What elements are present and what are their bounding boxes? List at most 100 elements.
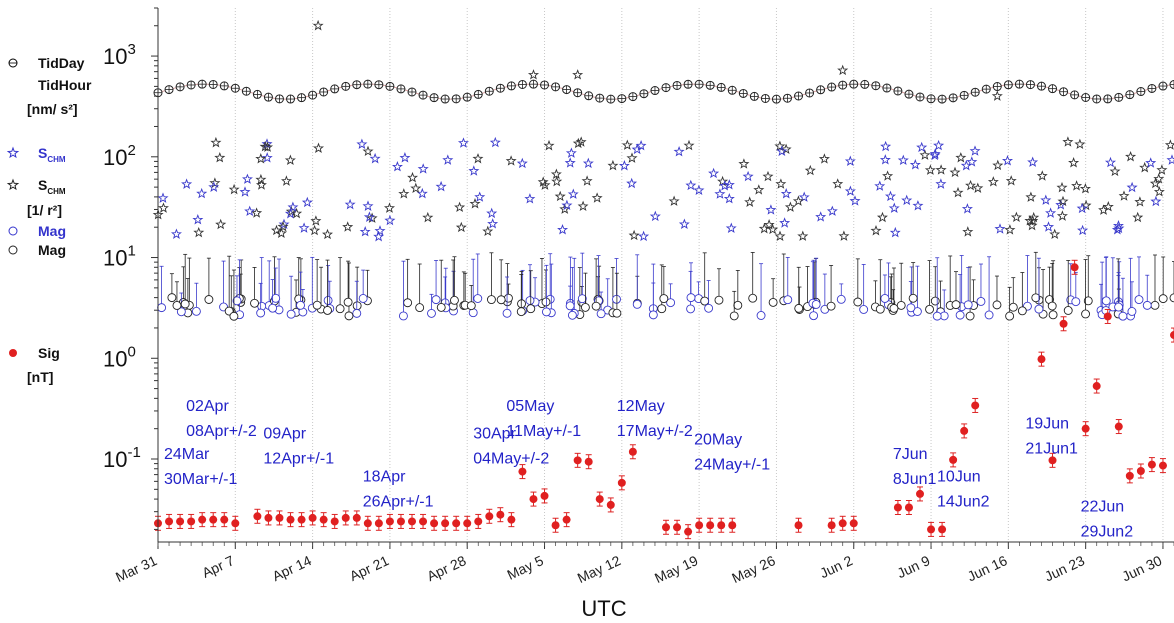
s-chm-point xyxy=(683,139,695,151)
sig-marker xyxy=(231,519,240,528)
s-chm-point xyxy=(909,158,921,170)
s-chm-point xyxy=(577,200,589,212)
tidday-point xyxy=(816,85,826,95)
s-chm-point xyxy=(416,187,428,199)
sig-marker xyxy=(1125,471,1134,480)
sig-point xyxy=(452,515,461,531)
sig-marker xyxy=(374,519,383,528)
mag-point xyxy=(748,293,758,303)
sig-point xyxy=(1048,452,1057,468)
mag-point xyxy=(256,308,266,318)
legend-marker-open-circle xyxy=(8,226,18,236)
sig-marker xyxy=(507,515,516,524)
annotation-text: 7Jun xyxy=(893,446,928,463)
s-chm-point xyxy=(489,136,501,148)
sig-point xyxy=(971,397,980,413)
sig-point xyxy=(1158,458,1167,474)
s-chm-point xyxy=(774,230,786,242)
sig-marker xyxy=(1103,312,1112,321)
tidday-point xyxy=(981,84,991,94)
tidday-point xyxy=(827,82,837,92)
y-tick-label: 100 xyxy=(103,343,136,371)
annotation-text: 05May xyxy=(506,398,554,415)
tidday-point xyxy=(308,90,318,100)
mag-point xyxy=(431,295,441,305)
mag-point xyxy=(541,307,551,317)
mag-point xyxy=(191,306,201,316)
mag-point xyxy=(541,297,551,307)
tidday-point xyxy=(241,86,251,96)
s-chm-point xyxy=(454,201,466,213)
tidday-point xyxy=(661,83,671,93)
s-chm-point xyxy=(1077,224,1089,236)
tidday-point xyxy=(352,80,362,90)
s-chm-point xyxy=(554,190,566,202)
s-chm-point xyxy=(1126,181,1138,193)
mag-point xyxy=(1169,293,1174,303)
tidday-point xyxy=(363,79,373,89)
x-tick-label: Jun 2 xyxy=(817,552,855,581)
annotation-text: 8Jun1 xyxy=(893,471,937,488)
sig-marker xyxy=(1147,460,1156,469)
sig-marker xyxy=(385,517,394,526)
mag-point xyxy=(436,302,446,312)
mag-point xyxy=(596,309,606,319)
mag-point xyxy=(232,296,242,306)
s-chm-point xyxy=(879,154,891,165)
tidday-point xyxy=(937,94,947,104)
sig-point xyxy=(187,513,196,529)
tidday-point xyxy=(164,85,174,95)
mag-point xyxy=(1071,297,1081,307)
annotation-text: 29Jun2 xyxy=(1081,524,1134,541)
annotation-text: 26Apr+/-1 xyxy=(363,493,434,510)
sig-marker xyxy=(1170,331,1174,340)
tidday-point xyxy=(1136,86,1146,96)
s-chm-point xyxy=(171,228,182,239)
s-chm-point xyxy=(924,164,936,175)
s-chm-point xyxy=(399,151,411,163)
sig-marker xyxy=(1114,422,1123,431)
tidday-point xyxy=(926,94,936,104)
s-chm-point xyxy=(1056,181,1068,193)
s-chm-point xyxy=(1102,200,1114,212)
tidday-point xyxy=(230,83,240,93)
sig-point xyxy=(849,515,858,531)
mag-series xyxy=(157,251,1174,321)
s-chm-point xyxy=(196,187,208,199)
tidday-point xyxy=(716,82,726,92)
sig-point xyxy=(419,513,428,529)
y-tick-label: 102 xyxy=(103,142,136,170)
sig-marker xyxy=(1037,355,1046,364)
s-chm-point xyxy=(919,149,931,160)
mag-point xyxy=(565,301,575,311)
mag-point xyxy=(580,302,590,312)
s-chm-point xyxy=(1028,211,1040,223)
mag-point xyxy=(976,297,986,306)
tidday-point xyxy=(252,89,262,99)
s-chm-point xyxy=(192,214,204,225)
tidday-point xyxy=(407,87,417,97)
annotation-text: 21Jun1 xyxy=(1025,441,1078,458)
s-chm-point xyxy=(472,153,484,164)
sig-point xyxy=(474,513,483,529)
sig-marker xyxy=(673,523,682,532)
s-chm-point xyxy=(1079,182,1091,194)
sig-point xyxy=(1114,419,1123,435)
mag-point xyxy=(826,301,836,311)
annotation-text: 18Apr xyxy=(363,468,406,485)
tidday-point xyxy=(1059,87,1069,97)
s-chm-point xyxy=(876,211,888,223)
mag-point xyxy=(875,304,885,314)
s-chm-point xyxy=(564,157,576,168)
sig-point xyxy=(220,512,229,528)
tidday-point xyxy=(849,79,859,89)
annotations: 24Mar 30Mar+/-1 02Apr 08Apr+/-2 09Apr 12Apr+/… xyxy=(164,398,1133,541)
mag-point xyxy=(516,307,526,317)
mag-point xyxy=(648,310,658,320)
s-chm-point xyxy=(261,138,273,149)
sig-marker xyxy=(949,455,958,464)
legend-label: SCHM xyxy=(38,145,66,164)
annotation-text: 19Jun xyxy=(1025,416,1069,433)
mag-point xyxy=(167,293,177,303)
s-chm-point xyxy=(962,226,974,237)
